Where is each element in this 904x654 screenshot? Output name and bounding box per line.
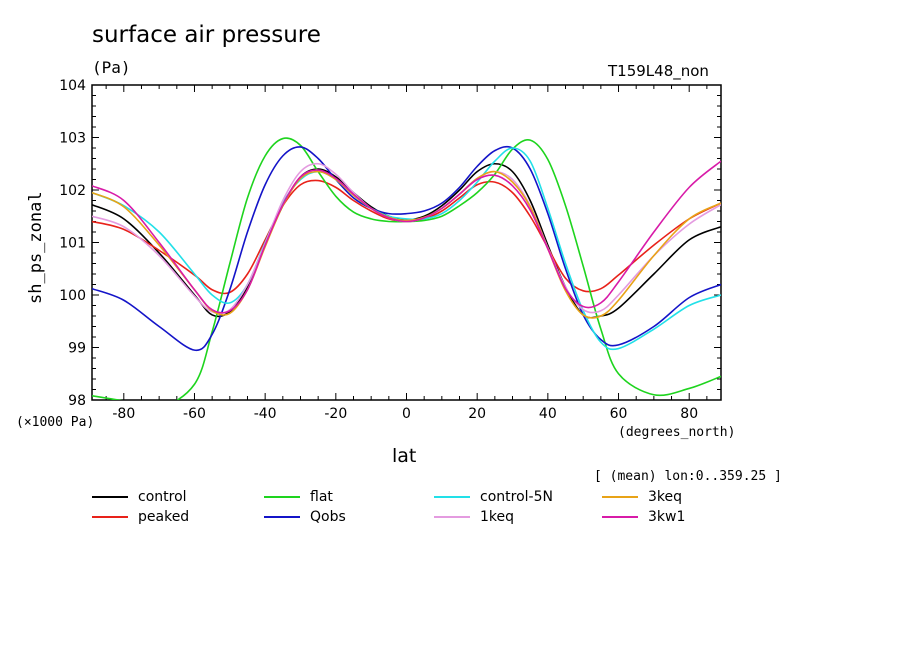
y-tick-label: 103	[59, 131, 86, 147]
legend-label: peaked	[138, 509, 190, 525]
legend-label: 1keq	[480, 509, 515, 525]
legend-swatch	[602, 516, 638, 518]
legend-swatch	[264, 516, 300, 518]
x-tick-label: -80	[112, 406, 135, 422]
y-tick-label: 102	[59, 183, 86, 199]
series-line-control-5N	[92, 147, 721, 351]
chart-units: (Pa)	[92, 58, 131, 77]
x-tick-label: -40	[254, 406, 277, 422]
x-axis-label: lat	[392, 445, 417, 467]
x-tick-label: 0	[402, 406, 411, 422]
series-line-peaked	[92, 179, 721, 295]
legend-swatch	[434, 496, 470, 498]
legend-swatch	[602, 496, 638, 498]
chart-title: surface air pressure	[92, 22, 321, 48]
series-line-Qobs	[92, 145, 721, 352]
legend-swatch	[92, 516, 128, 518]
legend-label: Qobs	[310, 509, 346, 525]
legend-swatch	[264, 496, 300, 498]
legend-label: 3keq	[648, 489, 683, 505]
legend-item: flat	[264, 487, 333, 507]
mean-note: [ (mean) lon:0..359.25 ]	[594, 469, 782, 484]
series-line-3keq	[92, 170, 721, 319]
legend-item: peaked	[92, 507, 189, 527]
y-tick-label: 99	[68, 341, 86, 357]
legend-swatch	[92, 496, 128, 498]
legend-item: control-5N	[434, 487, 553, 507]
series-line-flat	[92, 137, 721, 400]
legend-label: flat	[310, 489, 333, 505]
y-tick-label: 98	[68, 393, 86, 409]
legend-item: 1keq	[434, 507, 514, 527]
x-tick-label: 40	[539, 406, 557, 422]
x-units-label: (degrees_north)	[618, 425, 736, 440]
plot-frame	[91, 84, 722, 401]
run-label: T159L48_non	[608, 62, 709, 80]
y-tick-label: 101	[59, 236, 86, 252]
y-tick-label: 100	[59, 288, 86, 304]
legend-label: control	[138, 489, 187, 505]
legend-label: control-5N	[480, 489, 553, 505]
legend-swatch	[434, 516, 470, 518]
series-line-control	[92, 162, 721, 319]
x-tick-label: -60	[183, 406, 206, 422]
legend-item: control	[92, 487, 187, 507]
series-line-3kw1	[92, 160, 721, 314]
legend-item: Qobs	[264, 507, 346, 527]
legend-item: 3keq	[602, 487, 682, 507]
legend: control flat control-5N 3keq peaked Qobs…	[92, 487, 812, 527]
x-tick-label: 60	[610, 406, 628, 422]
legend-label: 3kw1	[648, 509, 686, 525]
x-tick-label: 20	[468, 406, 486, 422]
y-tick-label: 104	[59, 78, 86, 94]
legend-item: 3kw1	[602, 507, 685, 527]
x-tick-label: 80	[680, 406, 698, 422]
x-tick-label: -20	[324, 406, 347, 422]
y-scale-note: (×1000 Pa)	[16, 415, 95, 430]
